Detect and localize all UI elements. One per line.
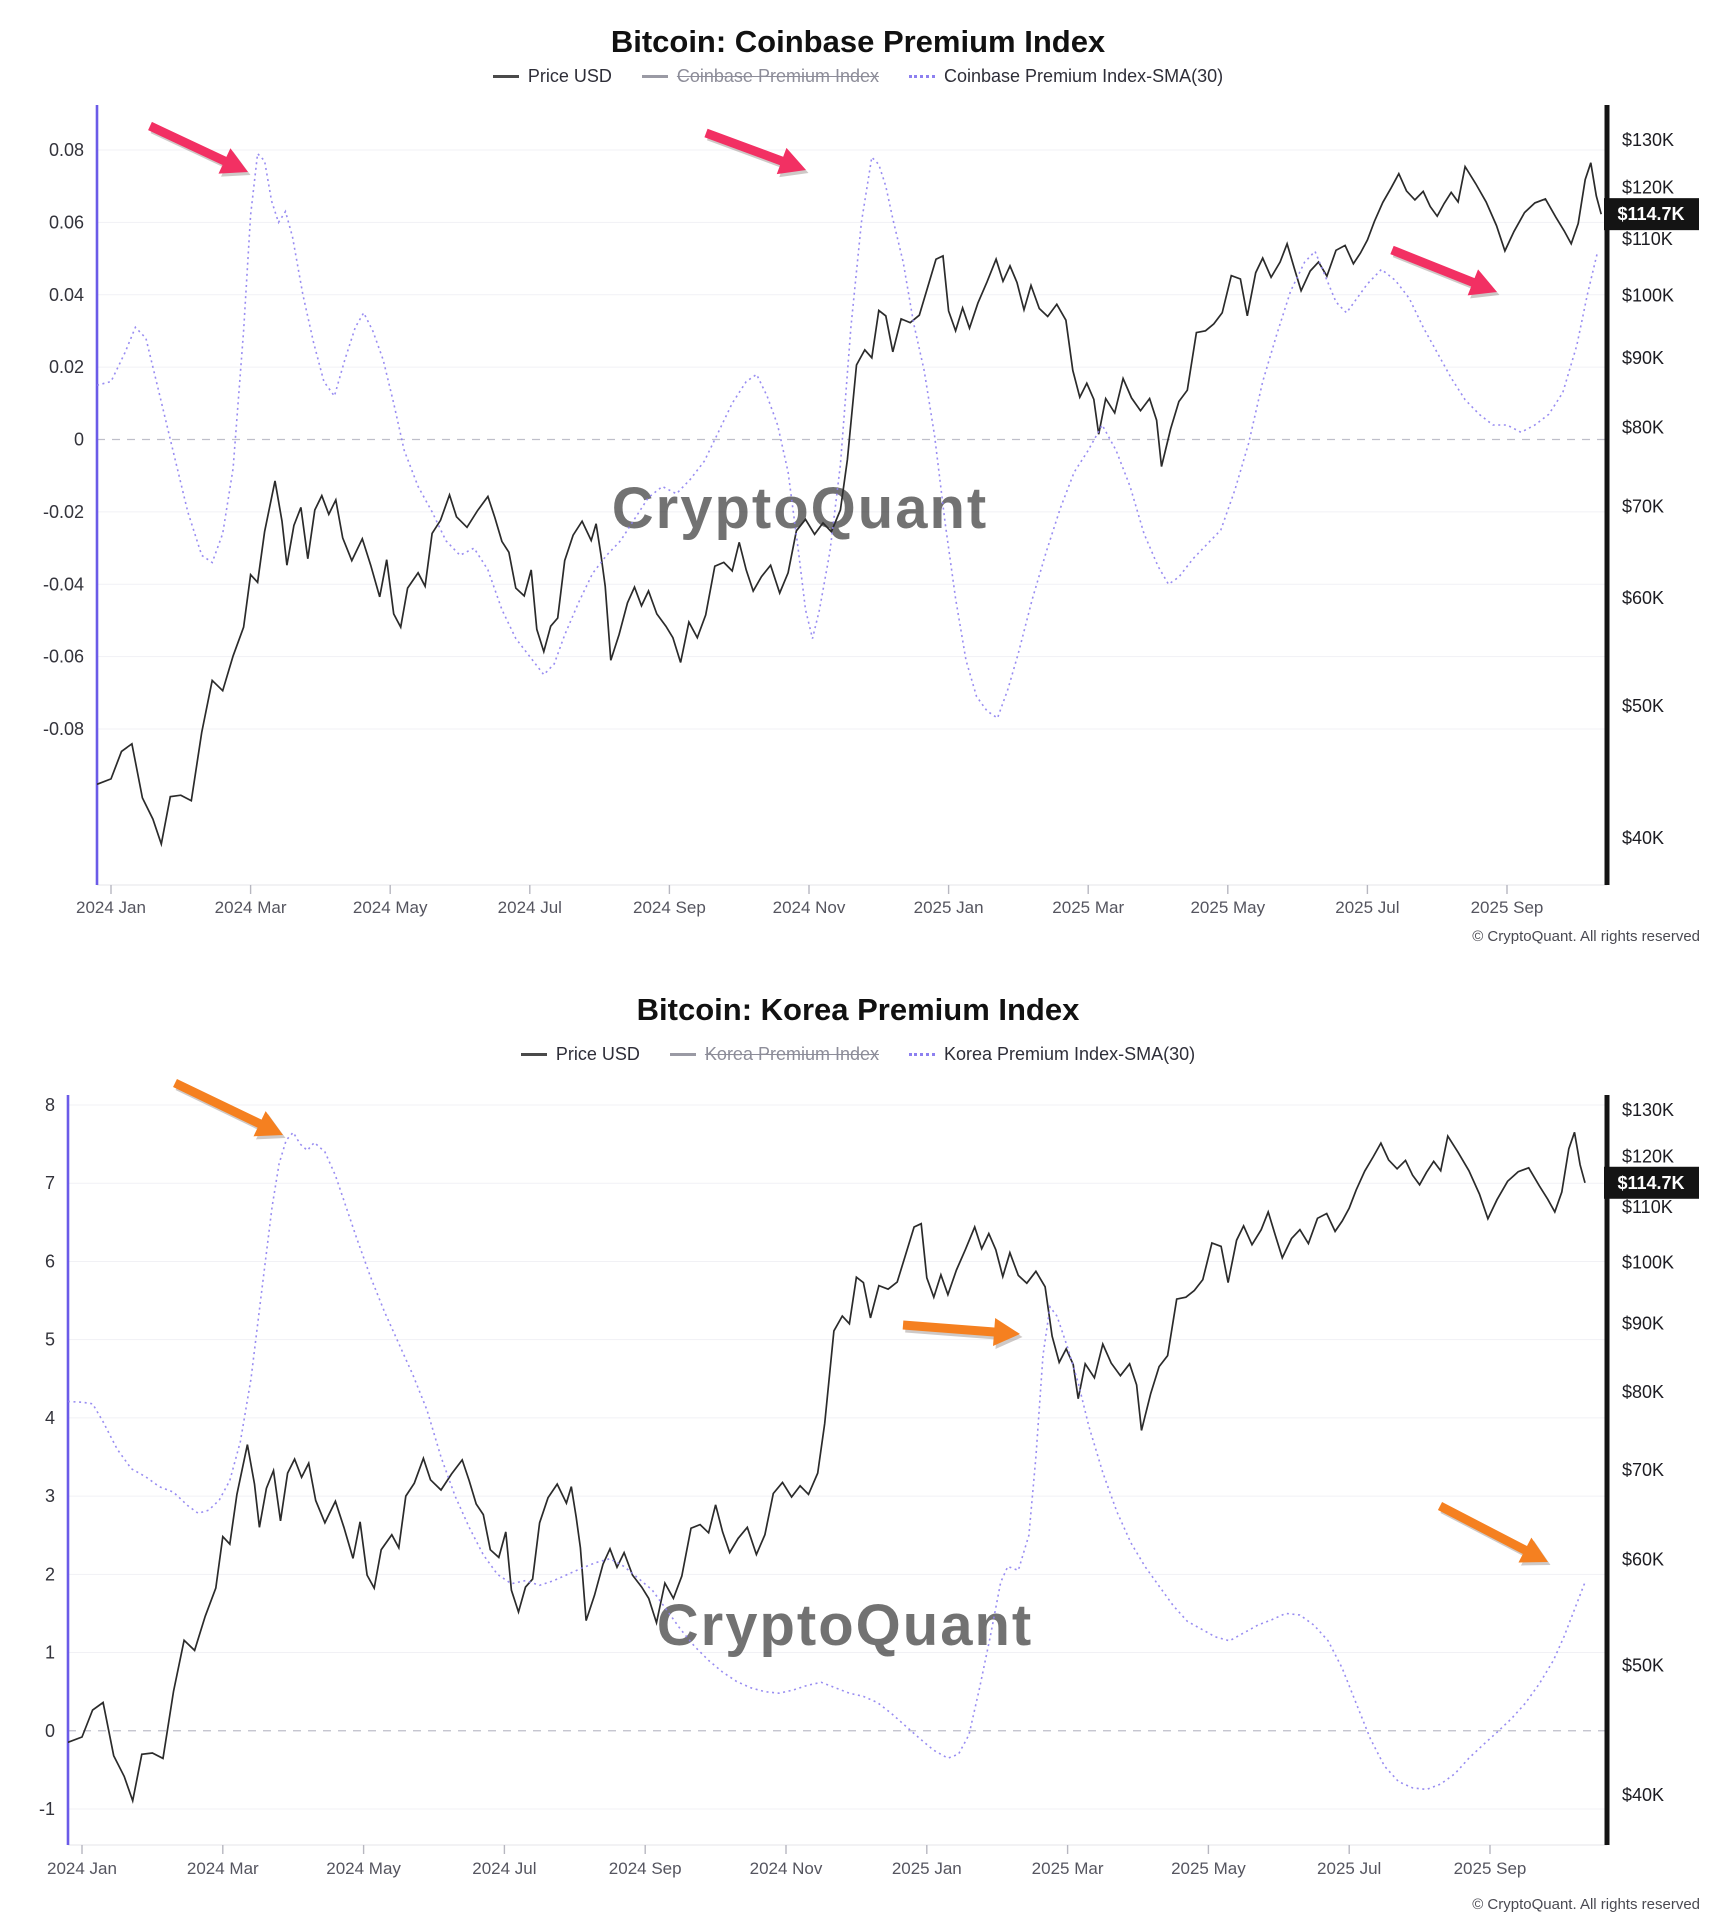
annotation-arrow <box>173 1078 283 1137</box>
left-axis-label: 7 <box>45 1173 55 1193</box>
left-axis-label: 2 <box>45 1564 55 1584</box>
x-tick-label: 2025 Jul <box>1317 1859 1381 1878</box>
left-axis-label: 0.06 <box>49 212 84 232</box>
left-axis-label: 3 <box>45 1486 55 1506</box>
cryptoquant-watermark: CryptoQuant <box>657 1593 1033 1658</box>
right-axis-label: $100K <box>1622 285 1674 305</box>
left-axis-label: 4 <box>45 1408 55 1428</box>
right-axis-label: $80K <box>1622 418 1664 438</box>
annotation-arrow <box>704 128 806 175</box>
right-axis-label: $80K <box>1622 1382 1664 1402</box>
korea-premium-plot[interactable]: 2024 Jan 2024 Mar 2024 May 2024 Jul 2024 Sep… <box>39 1078 1699 1878</box>
right-axis-label: $90K <box>1622 348 1664 368</box>
x-tick-label: 2024 Sep <box>633 898 706 917</box>
right-axis-label: $60K <box>1622 588 1664 608</box>
right-axis-label: $120K <box>1622 177 1674 197</box>
left-axis-label: 0.08 <box>49 140 84 160</box>
price-usd-line <box>68 1132 1586 1805</box>
sma-dotted-line-sample <box>909 1053 935 1056</box>
x-tick-label: 2024 Jan <box>47 1859 117 1878</box>
x-tick-label: 2025 May <box>1171 1859 1246 1878</box>
legend-item-korea-premium-index[interactable]: Korea Premium Index <box>669 1044 879 1065</box>
x-tick-label: 2024 Jan <box>76 898 146 917</box>
x-tick-label: 2025 Jan <box>914 898 984 917</box>
right-axis-label: $100K <box>1622 1252 1674 1272</box>
coinbase-chart-copyright: © CryptoQuant. All rights reserved <box>1472 928 1700 945</box>
x-tick-label: 2024 May <box>326 1859 401 1878</box>
x-tick-label: 2024 Mar <box>187 1859 259 1878</box>
korea-chart-title: Bitcoin: Korea Premium Index <box>636 992 1080 1027</box>
sma-dotted-line-sample <box>909 75 935 78</box>
left-axis-label: 0.04 <box>49 285 84 305</box>
left-axis-label: 8 <box>45 1095 55 1115</box>
coinbase-premium-plot[interactable]: 2024 Jan 2024 Mar 2024 May 2024 Jul 2024 Sep… <box>43 105 1699 917</box>
current-price-badge <box>1604 198 1699 231</box>
x-tick-label: 2025 Mar <box>1052 898 1124 917</box>
left-axis-label: -0.06 <box>43 647 84 667</box>
legend-item-price-usd[interactable]: Price USD <box>492 66 612 87</box>
x-tick-label: 2024 Sep <box>609 1859 682 1878</box>
coinbase-chart-legend: Price USD Coinbase Premium Index Coinbas… <box>0 66 1716 87</box>
disabled-line-sample <box>669 1053 696 1056</box>
annotation-arrow <box>902 1318 1020 1346</box>
korea-chart-copyright: © CryptoQuant. All rights reserved <box>1472 1896 1700 1913</box>
legend-item-korea-premium-sma[interactable]: Korea Premium Index-SMA(30) <box>909 1044 1195 1065</box>
left-axis-label: -0.04 <box>43 574 84 594</box>
right-axis-label: $60K <box>1622 1549 1664 1569</box>
x-tick-label: 2024 Jul <box>472 1859 536 1878</box>
x-tick-label: 2024 May <box>353 898 428 917</box>
disabled-line-sample <box>641 75 668 78</box>
left-axis-label: 5 <box>45 1330 55 1350</box>
x-tick-label: 2025 Sep <box>1454 1859 1527 1878</box>
right-axis-label: $110K <box>1622 229 1673 249</box>
price-line-sample <box>520 1053 547 1056</box>
right-axis-label: $40K <box>1622 828 1664 848</box>
x-tick-label: 2025 Jan <box>892 1859 962 1878</box>
left-axis-label: -0.02 <box>43 502 84 522</box>
right-axis-label: $70K <box>1622 1460 1664 1480</box>
x-tick-label: 2024 Nov <box>750 1859 823 1878</box>
right-axis-label: $90K <box>1622 1314 1664 1334</box>
legend-item-coinbase-premium-sma[interactable]: Coinbase Premium Index-SMA(30) <box>909 66 1223 87</box>
right-axis-label: $120K <box>1622 1147 1674 1167</box>
price-usd-line <box>97 162 1603 848</box>
x-tick-label: 2024 Nov <box>773 898 846 917</box>
x-tick-label: 2025 Mar <box>1032 1859 1104 1878</box>
annotation-arrow <box>1390 245 1497 296</box>
left-axis-label: 0.02 <box>49 357 84 377</box>
right-axis-label: $70K <box>1622 497 1664 517</box>
price-line-sample <box>492 75 519 78</box>
left-axis-label: 1 <box>45 1643 55 1663</box>
right-axis-label: $130K <box>1622 130 1674 150</box>
annotation-arrow <box>1437 1502 1548 1563</box>
left-axis-label: 0 <box>74 430 84 450</box>
current-price-badge <box>1604 1166 1699 1199</box>
legend-item-price-usd[interactable]: Price USD <box>520 1044 640 1065</box>
right-axis-label: $50K <box>1622 1655 1664 1675</box>
left-axis-label: -0.08 <box>43 719 84 739</box>
legend-item-coinbase-premium-index[interactable]: Coinbase Premium Index <box>641 66 879 87</box>
x-tick-label: 2024 Jul <box>498 898 562 917</box>
korea-chart-legend: Price USD Korea Premium Index Korea Prem… <box>0 1044 1716 1065</box>
current-price-badge-label: $114.7K <box>1617 204 1684 224</box>
right-axis-label: $110K <box>1622 1197 1673 1217</box>
x-tick-label: 2024 Mar <box>215 898 287 917</box>
korea-premium-index-sma-30--line <box>68 1131 1586 1791</box>
coinbase-premium-index-sma-30--line <box>97 151 1599 720</box>
annotation-arrow <box>148 121 248 174</box>
x-tick-label: 2025 Sep <box>1471 898 1544 917</box>
left-axis-label: 6 <box>45 1251 55 1271</box>
right-axis-label: $50K <box>1622 696 1664 716</box>
x-tick-label: 2025 Jul <box>1335 898 1399 917</box>
coinbase-chart-title: Bitcoin: Coinbase Premium Index <box>610 24 1106 59</box>
x-tick-label: 2025 May <box>1190 898 1265 917</box>
cryptoquant-watermark: CryptoQuant <box>612 476 988 541</box>
current-price-badge-label: $114.7K <box>1617 1173 1684 1193</box>
right-axis-label: $130K <box>1622 1100 1674 1120</box>
left-axis-label: -1 <box>39 1799 55 1819</box>
left-axis-label: 0 <box>45 1721 55 1741</box>
right-axis-label: $40K <box>1622 1785 1664 1805</box>
